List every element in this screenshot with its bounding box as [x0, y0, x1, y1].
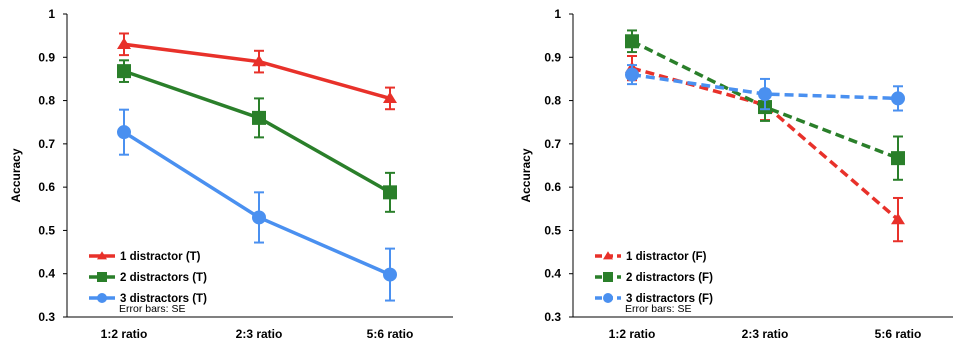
legend-marker [603, 272, 613, 282]
y-tick-label: 0.4 [38, 267, 55, 281]
y-tick-label: 0.3 [38, 310, 55, 324]
data-point [252, 54, 266, 67]
series-2 [117, 59, 397, 213]
data-point [891, 91, 905, 106]
y-tick-label: 0.9 [544, 50, 561, 64]
x-tick-label: 1:2 ratio [101, 327, 148, 341]
data-point [252, 110, 266, 125]
y-tick-label: 0.8 [38, 94, 55, 108]
data-point [117, 125, 131, 140]
legend-marker [97, 293, 107, 303]
data-point [625, 67, 639, 82]
data-point [891, 212, 905, 225]
legend-marker [603, 251, 613, 260]
legend: 1 distractor (T) 2 distractors (T) 3 distr… [89, 251, 207, 315]
y-tick-label: 0.6 [544, 180, 561, 194]
y-tick-label: 0.5 [38, 223, 55, 237]
legend-marker [603, 293, 613, 303]
x-tick-label: 2:3 ratio [742, 327, 789, 341]
legend-label: 2 distractors (F) [626, 272, 713, 284]
data-point [383, 267, 397, 282]
error-bars-note: Error bars: SE [625, 303, 692, 315]
y-axis-label: Accuracy [9, 148, 23, 202]
series-3 [117, 108, 397, 302]
y-tick-label: 0.7 [38, 137, 55, 151]
x-tick-label: 5:6 ratio [875, 327, 922, 341]
series-1 [117, 32, 397, 111]
data-point [117, 64, 131, 79]
legend-marker [97, 251, 107, 260]
legend-label: 1 distractor (F) [626, 251, 707, 263]
chart-panel-2: 0.3 0.4 0.5 0.6 0.7 0.8 0.9 1 1:2 ratio 2:3 ratio… [519, 7, 953, 341]
legend-label: 1 distractor (T) [120, 251, 201, 263]
y-tick-label: 1 [48, 7, 55, 21]
legend-label: 3 distractors (T) [120, 293, 207, 305]
legend-label: 2 distractors (T) [120, 272, 207, 284]
y-tick-label: 0.6 [38, 180, 55, 194]
series-line [123, 69, 391, 194]
y-tick-label: 0.5 [544, 223, 561, 237]
series-line [123, 42, 391, 101]
y-axis-label: Accuracy [519, 148, 533, 202]
data-point [252, 210, 266, 225]
chart-panel-1: 0.3 0.4 0.5 0.6 0.7 0.8 0.9 1 1:2 ratio 2:3 ratio… [9, 7, 453, 341]
x-tick-label: 1:2 ratio [609, 327, 656, 341]
legend: 1 distractor (F) 2 distractors (F) 3 distr… [595, 251, 713, 315]
error-bars-note: Error bars: SE [119, 303, 186, 315]
y-tick-label: 0.7 [544, 137, 561, 151]
legend-label: 3 distractors (F) [626, 293, 713, 305]
data-point [383, 185, 397, 200]
y-tick-label: 0.4 [544, 267, 561, 281]
data-point [891, 151, 905, 166]
y-tick-label: 0.8 [544, 94, 561, 108]
data-point [383, 91, 397, 104]
series-3 [625, 64, 905, 112]
data-point [758, 87, 772, 102]
y-tick-label: 1 [554, 7, 561, 21]
data-point [117, 37, 131, 49]
y-tick-label: 0.3 [544, 310, 561, 324]
x-tick-label: 2:3 ratio [236, 327, 283, 341]
x-tick-label: 5:6 ratio [367, 327, 414, 341]
legend-marker [97, 272, 107, 282]
data-point [625, 34, 639, 49]
y-tick-label: 0.9 [38, 50, 55, 64]
